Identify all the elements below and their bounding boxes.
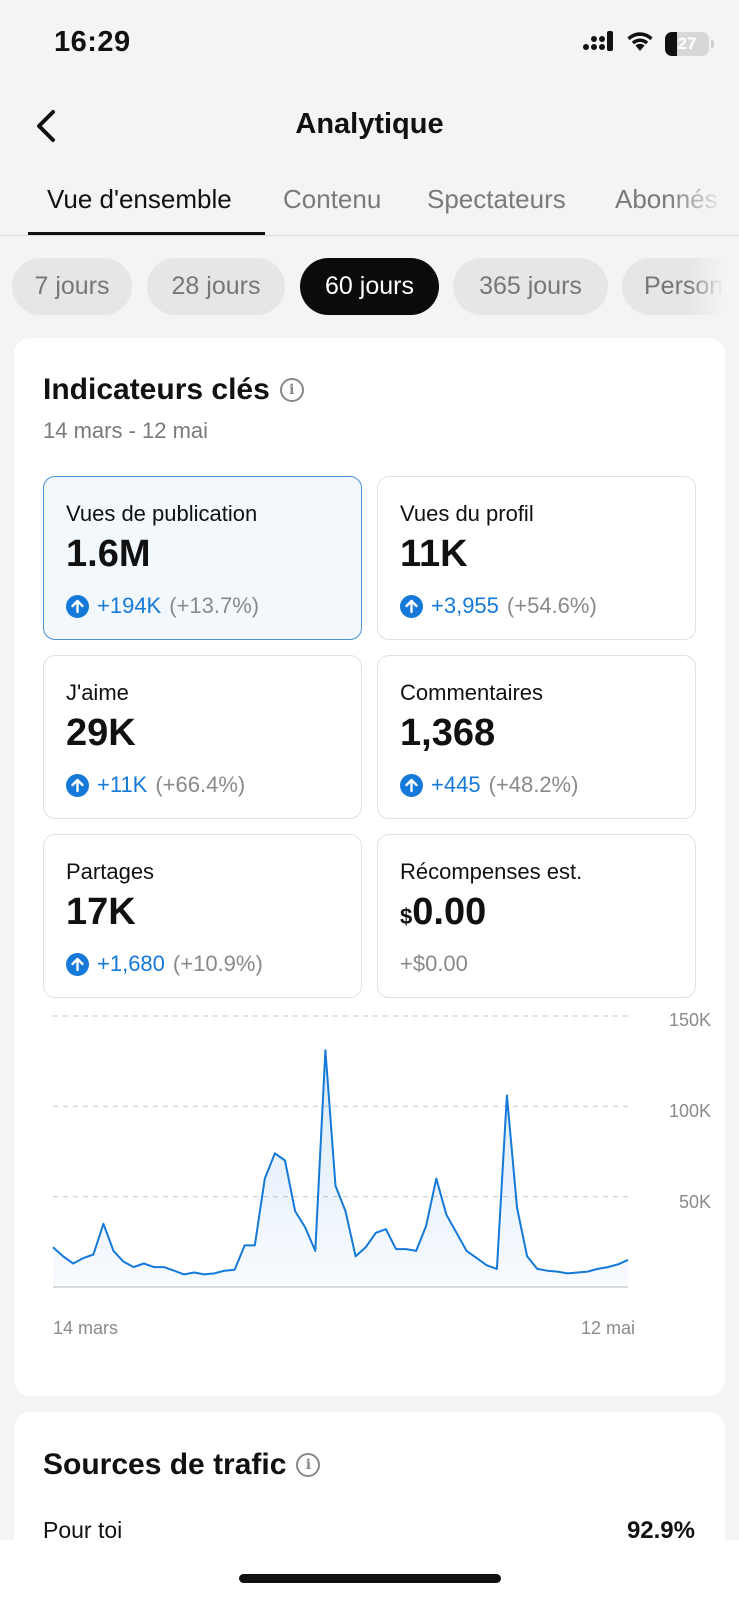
tab-viewers[interactable]: Spectateurs: [427, 184, 566, 214]
period-chip-28[interactable]: 28 jours: [147, 258, 285, 315]
traffic-sources-title-text: Sources de trafic: [43, 1448, 287, 1481]
tab-fade: [669, 170, 739, 235]
key-metrics-title-text: Indicateurs clés: [43, 373, 270, 406]
metric-change-abs: +194K: [97, 593, 162, 618]
arrow-up-icon: [66, 773, 89, 797]
chart-canvas: [52, 1015, 629, 1288]
wifi-icon: [625, 30, 655, 57]
metric-post-views[interactable]: Vues de publication 1.6M +194K (+13.7%): [43, 476, 362, 640]
tab-active-indicator: [28, 232, 265, 235]
y-tick-label: 50K: [678, 1192, 711, 1212]
arrow-up-icon: [66, 594, 89, 618]
metric-value: 29K: [66, 712, 136, 754]
chart-series-line: [52, 1049, 629, 1276]
date-range: 14 mars - 12 mai: [43, 418, 209, 443]
period-chip-365[interactable]: 365 jours: [453, 258, 608, 315]
traffic-source-name: Pour toi: [43, 1517, 123, 1543]
metric-value: 17K: [66, 891, 136, 933]
chart-area-fill: [53, 1050, 628, 1287]
home-indicator: [239, 1574, 501, 1583]
bottom-safe-area: [0, 1540, 739, 1600]
chips-fade: [689, 258, 739, 316]
chevron-left-icon: [37, 110, 55, 142]
arrow-up-icon: [400, 773, 423, 797]
y-tick-label: 100K: [668, 1101, 711, 1121]
metric-label: Commentaires: [400, 680, 544, 705]
metric-value-amount: 0.00: [412, 891, 487, 933]
metric-change-abs: +11K: [97, 772, 148, 797]
metric-value: 1,368: [400, 712, 496, 754]
metric-change-pct: (+54.6%): [506, 593, 597, 618]
period-selector: 7 jours 28 jours 60 jours 365 jours Pers…: [0, 258, 739, 316]
arrow-up-icon: [400, 594, 423, 618]
currency-symbol: $: [400, 904, 413, 929]
metric-label: J'aime: [66, 680, 129, 705]
metric-change-abs: +3,955: [431, 593, 499, 618]
post-views-chart[interactable]: 150K 100K 50K 14 mars 12 mai: [14, 1008, 725, 1338]
metric-value: 11K: [400, 533, 468, 575]
metric-profile-views[interactable]: Vues du profil 11K +3,955 (+54.6%): [377, 476, 696, 640]
metric-change-pct: (+66.4%): [155, 772, 246, 797]
traffic-source-row[interactable]: Pour toi 92.9%: [43, 1517, 695, 1547]
metric-likes[interactable]: J'aime 29K +11K (+66.4%): [43, 655, 362, 819]
key-metrics-title: Indicateurs clés i: [43, 373, 304, 407]
traffic-source-pct: 92.9%: [626, 1517, 695, 1544]
metric-label: Partages: [66, 859, 155, 884]
metric-value: 1.6M: [66, 533, 151, 575]
period-chip-60[interactable]: 60 jours: [300, 258, 439, 315]
metric-change-pct: (+10.9%): [172, 951, 263, 976]
info-icon[interactable]: i: [279, 378, 304, 402]
x-tick-start: 14 mars: [53, 1318, 119, 1338]
period-chip-7[interactable]: 7 jours: [12, 258, 132, 315]
header: Analytique: [0, 96, 739, 156]
metric-label: Vues de publication: [66, 501, 258, 526]
metric-change: +3,955 (+54.6%): [400, 593, 597, 619]
metric-change-pct: (+48.2%): [488, 772, 579, 797]
metric-change: +445 (+48.2%): [400, 772, 578, 798]
metric-change-abs: +$0.00: [400, 951, 468, 976]
page-title: Analytique: [295, 108, 444, 140]
status-bar: 16:29 27: [0, 0, 739, 90]
tab-overview[interactable]: Vue d'ensemble: [47, 184, 232, 214]
metric-comments[interactable]: Commentaires 1,368 +445 (+48.2%): [377, 655, 696, 819]
metric-rewards[interactable]: Récompenses est. $0.00 +$0.00: [377, 834, 696, 998]
metric-value: $0.00: [400, 891, 486, 934]
back-button[interactable]: [26, 104, 66, 148]
metric-change-abs: +445: [431, 772, 481, 797]
metric-change: +1,680 (+10.9%): [66, 951, 263, 977]
key-metrics-card: Indicateurs clés i 14 mars - 12 mai Vues…: [14, 338, 725, 1396]
y-tick-label: 150K: [668, 1010, 711, 1030]
battery-icon: 27: [665, 31, 714, 56]
metric-label: Vues du profil: [400, 501, 534, 526]
metric-change-abs: +1,680: [97, 951, 165, 976]
x-tick-end: 12 mai: [580, 1318, 635, 1338]
metric-change-pct: (+13.7%): [169, 593, 260, 618]
cellular-signal-icon: [583, 30, 615, 57]
metric-label: Récompenses est.: [400, 859, 583, 884]
battery-level: 27: [677, 33, 697, 53]
metric-shares[interactable]: Partages 17K +1,680 (+10.9%): [43, 834, 362, 998]
traffic-sources-title: Sources de trafic i: [43, 1448, 321, 1482]
metric-change: +11K (+66.4%): [66, 772, 245, 798]
status-time: 16:29: [54, 26, 131, 58]
tab-content[interactable]: Contenu: [283, 184, 382, 214]
status-icons: 27: [583, 30, 714, 57]
arrow-up-icon: [66, 952, 89, 976]
tab-bar: Vue d'ensemble Contenu Spectateurs Abonn…: [0, 170, 739, 236]
info-icon[interactable]: i: [296, 1453, 321, 1477]
metric-change: +$0.00: [400, 951, 468, 977]
metric-change: +194K (+13.7%): [66, 593, 259, 619]
